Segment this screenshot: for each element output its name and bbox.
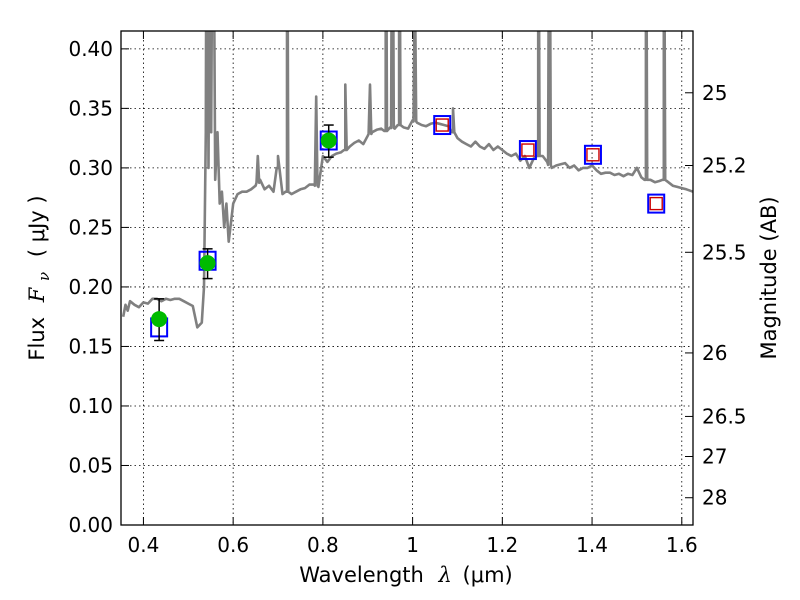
y-tick-label: 0.15 — [68, 334, 113, 358]
nir-flux-marker — [649, 196, 663, 211]
model-photometry-marker — [583, 144, 602, 165]
model-photometry-marker — [518, 140, 537, 161]
y-tick-label: 0.40 — [68, 37, 113, 61]
y-tick-label: 0.10 — [68, 394, 113, 418]
nir-flux-marker — [586, 148, 600, 162]
x-tick-label: 1.4 — [576, 533, 608, 557]
mag-tick-label: 27 — [702, 444, 727, 468]
mag-tick-label: 25 — [702, 81, 727, 105]
y-axis-label-unit: ( μJy ) — [25, 195, 49, 257]
y-tick-label: 0.25 — [68, 215, 113, 239]
mag-tick-label: 25.2 — [702, 153, 747, 177]
x-axis-label-unit: (μm) — [463, 563, 513, 587]
y-axis-label-word: Flux — [25, 317, 49, 361]
y-axis-label: Flux F ν ( μJy ) — [25, 195, 54, 360]
y-tick-label: 0.00 — [68, 513, 113, 537]
x-axis-label-word: Wavelength — [299, 563, 424, 587]
mag-tick-label: 26.5 — [702, 404, 747, 428]
y-tick-label: 0.35 — [68, 96, 113, 120]
x-tick-label: 0.8 — [307, 533, 339, 557]
sed-line — [121, 31, 693, 329]
x-tick-label: 0.6 — [217, 533, 249, 557]
mag-tick-label: 28 — [702, 486, 727, 510]
measured-flux-marker — [199, 255, 216, 272]
mag-tick-label: 26 — [702, 341, 727, 365]
x-tick-label: 1.6 — [666, 533, 698, 557]
y-axis-label-symbol: F — [25, 286, 49, 303]
ticks: 0.4 0.6 0.8 1 1.2 1.4 1.6 0.00 0.05 0.10 0.15 0.20 0… — [68, 31, 747, 557]
x-tick-label: 1.2 — [486, 533, 518, 557]
measured-flux-marker — [320, 132, 337, 149]
y-tick-label: 0.20 — [68, 275, 113, 299]
mag-tick-label: 25.5 — [702, 240, 747, 264]
y-axis-right-label: Magnitude (AB) — [757, 196, 781, 359]
measured-flux-marker — [151, 311, 168, 328]
x-axis-label-symbol: λ — [438, 563, 452, 587]
model-photometry-marker — [647, 193, 666, 214]
nir-flux-marker — [521, 143, 535, 157]
plot-frame — [120, 30, 694, 526]
sed-line-layer — [121, 31, 693, 329]
x-tick-label: 0.4 — [128, 533, 160, 557]
marker-layer — [150, 115, 666, 342]
nir-flux-marker — [435, 118, 449, 132]
x-tick-label: 1 — [406, 533, 419, 557]
model-photometry-marker — [433, 115, 452, 136]
y-tick-label: 0.30 — [68, 156, 113, 180]
y-axis-label-subscript: ν — [35, 272, 53, 281]
y-tick-label: 0.05 — [68, 453, 113, 477]
x-axis-label: Wavelength λ (μm) — [299, 563, 512, 587]
